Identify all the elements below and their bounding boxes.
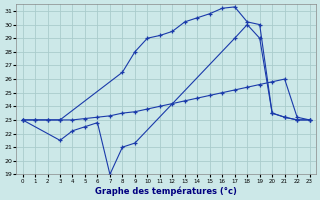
X-axis label: Graphe des températures (°c): Graphe des températures (°c) <box>95 186 237 196</box>
